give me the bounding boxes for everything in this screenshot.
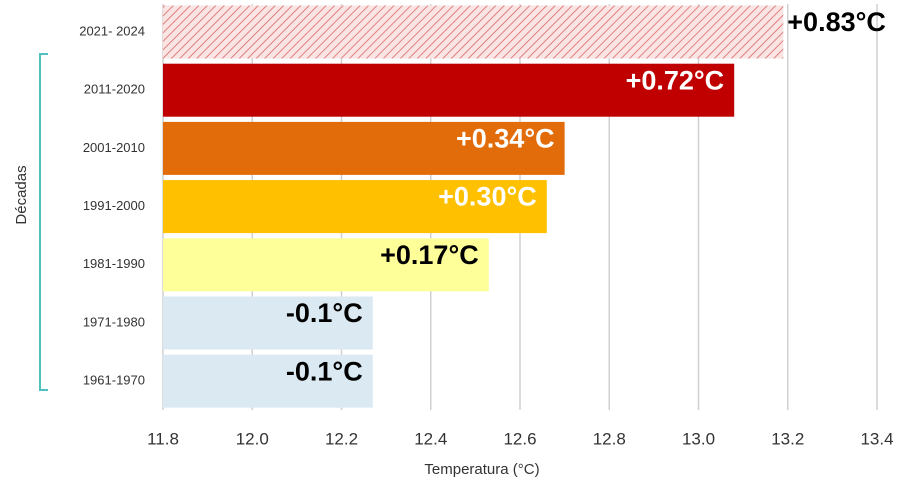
x-tick-label: 12.2 (325, 429, 358, 448)
bar-label: -0.1°C (286, 356, 363, 386)
bar-label: +0.72°C (626, 65, 725, 95)
x-tick-label: 12.6 (503, 429, 536, 448)
x-tick-label: 11.8 (147, 429, 179, 448)
bar-label: +0.30°C (438, 182, 537, 212)
bar-label: +0.83°C (787, 7, 886, 37)
x-tick-label: 12.0 (236, 429, 269, 448)
x-tick-label: 13.2 (771, 429, 804, 448)
x-tick-label: 13.4 (860, 429, 893, 448)
y-tick-label: 1981-1990 (83, 256, 145, 271)
y-tick-label: 2011-2020 (84, 82, 145, 97)
y-tick-label: 2001-2010 (83, 140, 145, 155)
bar (163, 296, 373, 350)
bar-label: +0.17°C (380, 240, 479, 270)
x-tick-label: 13.0 (682, 429, 715, 448)
bar-label: +0.34°C (456, 124, 555, 154)
bracket (39, 53, 48, 391)
x-axis-label: Temperatura (°C) (424, 461, 539, 478)
x-tick-label: 12.4 (414, 429, 447, 448)
y-axis-label: Décadas (13, 165, 30, 224)
bar (163, 180, 547, 234)
y-tick-label: 1971-1980 (83, 314, 145, 329)
bar (163, 354, 373, 408)
bar (163, 5, 784, 59)
y-tick-label: 1961-1970 (83, 373, 145, 388)
bar-label: -0.1°C (286, 298, 363, 328)
y-tick-label: 1991-2000 (83, 198, 145, 213)
bar (163, 121, 565, 175)
y-tick-label: 2021- 2024 (79, 23, 145, 38)
x-tick-label: 12.8 (593, 429, 626, 448)
bar (163, 238, 489, 292)
bar (163, 63, 735, 117)
